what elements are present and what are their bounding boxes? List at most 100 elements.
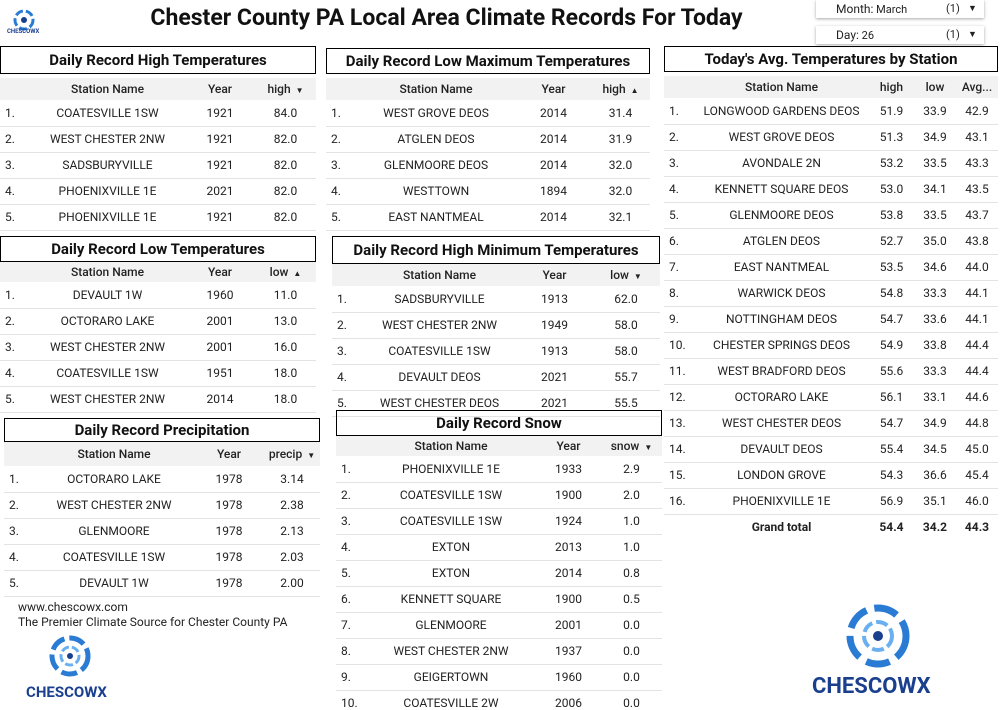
- table-cell: 52.7: [869, 228, 914, 255]
- column-header[interactable]: Year: [516, 78, 591, 100]
- filter-value: March: [876, 3, 908, 16]
- table-cell: WESTTOWN: [356, 178, 516, 205]
- table-cell: WEST GROVE DEOS: [694, 124, 869, 151]
- table-cell: 44.8: [956, 410, 998, 437]
- column-header[interactable]: Avg...: [956, 76, 998, 98]
- table-cell: AVONDALE 2N: [694, 150, 869, 177]
- table-row: 8. WARWICK DEOS 54.8 33.3 44.1: [664, 280, 998, 307]
- table-row: 3. GLENMOORE DEOS 2014 32.0: [326, 152, 650, 179]
- table-row: 9. GEIGERTOWN 1960 0.0: [336, 664, 662, 691]
- table-cell: COATESVILLE 2W: [366, 690, 536, 710]
- column-header[interactable]: low ▼: [592, 264, 660, 286]
- table-cell: 42.9: [956, 98, 998, 125]
- table-cell: PHOENIXVILLE 1E: [30, 204, 185, 231]
- table-cell: COATESVILLE 1SW: [366, 508, 536, 535]
- column-header[interactable]: Station Name: [362, 264, 517, 286]
- table-row: 9. NOTTINGHAM DEOS 54.7 33.6 44.1: [664, 306, 998, 333]
- table-row: 1. COATESVILLE 1SW 1921 84.0: [0, 100, 316, 127]
- column-header[interactable]: Station Name: [34, 442, 194, 466]
- table-cell: WEST GROVE DEOS: [356, 100, 516, 127]
- column-header[interactable]: Year: [194, 442, 264, 466]
- filter-day[interactable]: Day: 26 (1) ▼: [816, 26, 984, 44]
- column-header[interactable]: precip ▼: [264, 442, 320, 466]
- filter-month[interactable]: Month: March (1) ▼: [816, 0, 984, 18]
- table-cell: DEVAULT 1W: [30, 282, 185, 309]
- logo-right-text: CHESCOWX: [812, 674, 931, 699]
- page-title: Chester County PA Local Area Climate Rec…: [150, 4, 743, 31]
- table-row: 3. AVONDALE 2N 53.2 33.5 43.3: [664, 150, 998, 177]
- table-cell: 35.1: [914, 488, 956, 515]
- table-row: 3. COATESVILLE 1SW 1913 58.0: [332, 338, 660, 365]
- column-header[interactable]: high: [869, 76, 914, 98]
- table-cell: 2.03: [264, 544, 320, 571]
- column-header[interactable]: Year: [185, 78, 255, 100]
- row-index: 4.: [4, 544, 34, 571]
- column-header[interactable]: Station Name: [356, 78, 516, 100]
- table-cell: 53.2: [869, 150, 914, 177]
- filter-label: Day: 26: [836, 26, 874, 45]
- column-header[interactable]: Year: [536, 436, 601, 456]
- total-cell: 34.2: [922, 520, 948, 535]
- column-header[interactable]: Year: [185, 262, 255, 282]
- total-row: Grand total 54.4 34.2 44.3: [664, 514, 998, 540]
- table-row: 3. COATESVILLE 1SW 1924 1.0: [336, 508, 662, 535]
- table-cell: 2014: [536, 560, 601, 587]
- column-header[interactable]: Station Name: [30, 262, 185, 282]
- table-cell: 56.1: [869, 384, 914, 411]
- table-row: 1. LONGWOOD GARDENS DEOS 51.9 33.9 42.9: [664, 98, 998, 125]
- table-cell: ATGLEN DEOS: [694, 228, 869, 255]
- row-index: 2.: [326, 126, 356, 153]
- table-cell: 44.1: [956, 306, 998, 333]
- table-cell: 2014: [516, 100, 591, 127]
- table-cell: 33.1: [914, 384, 956, 411]
- header-row: Station Name Year high ▲: [326, 78, 650, 100]
- logo-right: [846, 604, 910, 668]
- row-index: 3.: [664, 150, 694, 177]
- table-cell: 43.7: [956, 202, 998, 229]
- table-row: 3. WEST CHESTER 2NW 2001 16.0: [0, 334, 316, 361]
- table-cell: 84.0: [255, 100, 316, 127]
- sort-icon: ▼: [644, 443, 653, 452]
- table-cell: 31.9: [591, 126, 650, 153]
- row-index: 4.: [664, 176, 694, 203]
- table-row: 2. WEST CHESTER 2NW 1949 58.0: [332, 312, 660, 339]
- table-cell: 2.9: [601, 456, 662, 483]
- column-header-text: Year: [216, 447, 242, 461]
- row-index: 13.: [664, 410, 694, 437]
- table-cell: WEST CHESTER 2NW: [366, 638, 536, 665]
- table-cell: 1921: [185, 126, 255, 153]
- column-header-text: Station Name: [399, 82, 473, 96]
- table-cell: WEST BRADFORD DEOS: [694, 358, 869, 385]
- column-header[interactable]: Station Name: [694, 76, 869, 98]
- dropdown-caret: ▼: [968, 30, 977, 40]
- row-index: 4.: [0, 360, 30, 387]
- filter-label: Month: March: [836, 0, 907, 19]
- column-header[interactable]: Station Name: [30, 78, 185, 100]
- table-cell: 2021: [517, 390, 592, 417]
- column-header[interactable]: high ▼: [255, 78, 316, 100]
- table-row: 7. EAST NANTMEAL 53.5 34.6 44.0: [664, 254, 998, 281]
- table-cell: GLENMOORE: [34, 518, 194, 545]
- column-header[interactable]: high ▲: [591, 78, 650, 100]
- table-row: 5. WEST CHESTER DEOS 2021 55.5: [332, 390, 660, 417]
- table-cell: 2.38: [264, 492, 320, 519]
- table-row: 2. WEST CHESTER 2NW 1921 82.0: [0, 126, 316, 153]
- column-header[interactable]: snow ▼: [601, 436, 662, 456]
- table-cell: COATESVILLE 1SW: [30, 360, 185, 387]
- table-title: Today's Avg. Temperatures by Station: [664, 46, 998, 72]
- column-header[interactable]: Station Name: [366, 436, 536, 456]
- column-header[interactable]: low: [914, 76, 956, 98]
- table-cell: 43.3: [956, 150, 998, 177]
- table-cell: 2021: [517, 364, 592, 391]
- table-row: 3. GLENMOORE 1978 2.13: [4, 518, 320, 545]
- column-header[interactable]: low ▲: [255, 262, 316, 282]
- total-cell: Grand total: [751, 520, 812, 535]
- column-header[interactable]: Year: [517, 264, 592, 286]
- row-index: 4.: [336, 534, 366, 561]
- sort-icon: ▲: [630, 86, 639, 95]
- table-cell: EXTON: [366, 534, 536, 561]
- footer-tagline: The Premier Climate Source for Chester C…: [18, 615, 288, 629]
- table-cell: 33.3: [914, 280, 956, 307]
- table-cell: COATESVILLE 1SW: [362, 338, 517, 365]
- table-cell: 34.6: [914, 254, 956, 281]
